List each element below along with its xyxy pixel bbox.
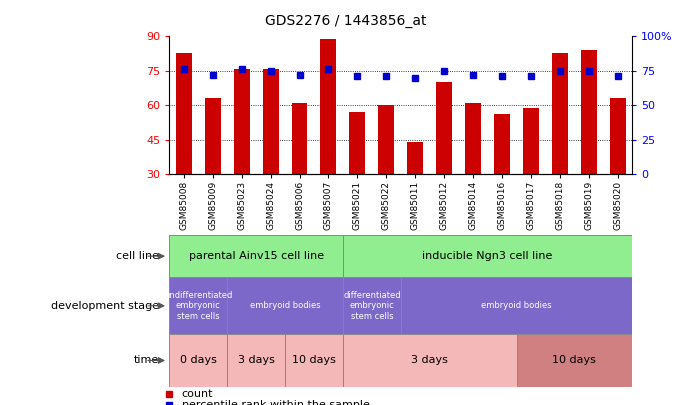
Bar: [581, 50, 597, 174]
Text: undifferentiated
embryonic
stem cells: undifferentiated embryonic stem cells: [164, 291, 232, 321]
Bar: [169, 235, 343, 277]
Text: 10 days: 10 days: [292, 356, 336, 365]
Text: 0 days: 0 days: [180, 356, 217, 365]
Bar: [552, 53, 568, 174]
Bar: [343, 334, 516, 387]
Bar: [401, 277, 632, 334]
Bar: [343, 277, 401, 334]
Text: inducible Ngn3 cell line: inducible Ngn3 cell line: [422, 251, 553, 261]
Bar: [205, 98, 220, 174]
Text: development stage: development stage: [51, 301, 159, 311]
Bar: [407, 142, 423, 174]
Text: time: time: [133, 356, 159, 365]
Bar: [610, 98, 626, 174]
Bar: [285, 334, 343, 387]
Text: 3 days: 3 days: [411, 356, 448, 365]
Bar: [234, 68, 249, 174]
Bar: [321, 39, 337, 174]
Text: percentile rank within the sample: percentile rank within the sample: [182, 400, 370, 405]
Bar: [516, 334, 632, 387]
Bar: [169, 277, 227, 334]
Bar: [227, 277, 343, 334]
Text: parental Ainv15 cell line: parental Ainv15 cell line: [189, 251, 323, 261]
Bar: [379, 105, 395, 174]
Bar: [263, 68, 278, 174]
Bar: [494, 115, 510, 174]
Bar: [169, 334, 227, 387]
Bar: [176, 53, 191, 174]
Bar: [465, 103, 481, 174]
Text: 3 days: 3 days: [238, 356, 274, 365]
Text: 10 days: 10 days: [553, 356, 596, 365]
Text: count: count: [182, 389, 214, 399]
Bar: [227, 334, 285, 387]
Bar: [343, 235, 632, 277]
Text: GDS2276 / 1443856_at: GDS2276 / 1443856_at: [265, 14, 426, 28]
Bar: [436, 82, 452, 174]
Text: differentiated
embryonic
stem cells: differentiated embryonic stem cells: [343, 291, 401, 321]
Text: cell line: cell line: [116, 251, 159, 261]
Bar: [523, 108, 539, 174]
Text: embryoid bodies: embryoid bodies: [481, 301, 552, 310]
Text: embryoid bodies: embryoid bodies: [249, 301, 321, 310]
Bar: [350, 112, 366, 174]
Bar: [292, 103, 307, 174]
